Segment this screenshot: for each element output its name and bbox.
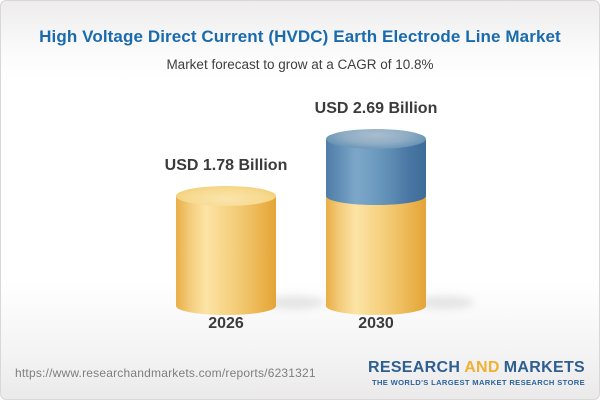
- bar-top-ellipse: [326, 129, 426, 150]
- bar-category-label: 2026: [208, 315, 244, 332]
- logo-word-markets: MARKETS: [503, 359, 585, 377]
- bar-shadow: [416, 296, 474, 309]
- bar-segment-base: [326, 195, 426, 315]
- logo-wordmark: RESEARCH AND MARKETS: [368, 359, 585, 377]
- bar-group-2030: USD 2.69 Billion 2030: [276, 1, 476, 399]
- bar-shadow: [266, 296, 324, 309]
- logo-tagline: THE WORLD'S LARGEST MARKET RESEARCH STOR…: [371, 377, 585, 387]
- bar-segment-growth: [326, 139, 426, 205]
- bar-value-label: USD 1.78 Billion: [164, 156, 288, 174]
- logo-word-research: RESEARCH: [368, 359, 461, 377]
- page-subtitle: Market forecast to grow at a CAGR of 10.…: [166, 57, 434, 72]
- report-url: https://www.researchandmarkets.com/repor…: [15, 366, 316, 380]
- researchandmarkets-logo: RESEARCH AND MARKETS THE WORLD'S LARGEST M…: [368, 359, 585, 387]
- bar-group-2026: USD 1.78 Billion 2026: [126, 1, 326, 399]
- footer: https://www.researchandmarkets.com/repor…: [1, 347, 599, 399]
- page-title: High Voltage Direct Current (HVDC) Earth…: [39, 27, 561, 46]
- logo-word-and: AND: [464, 359, 500, 377]
- bar-segment-base: [176, 195, 276, 315]
- bar-category-label: 2030: [358, 315, 394, 332]
- bar-value-label: USD 2.69 Billion: [314, 100, 438, 118]
- bar-top-ellipse: [176, 185, 276, 206]
